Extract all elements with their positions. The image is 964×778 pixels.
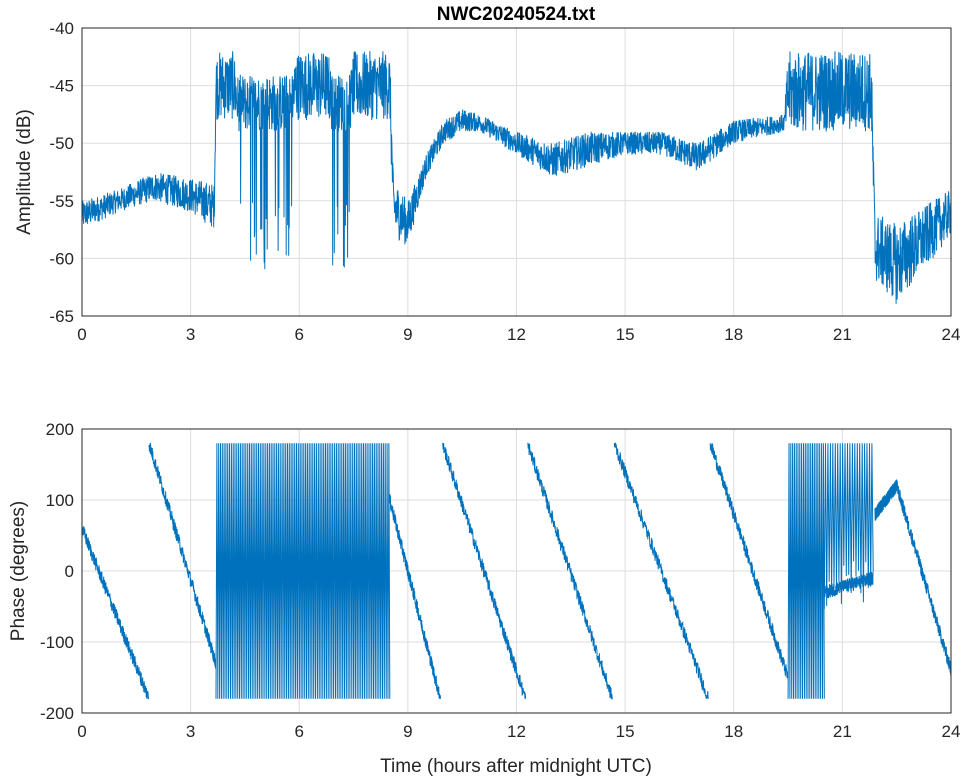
chart-title: NWC20240524.txt: [437, 4, 596, 25]
x-tick-label: 24: [942, 722, 961, 741]
phase-y-label: Phase (degrees): [8, 501, 29, 641]
axes-box: [81, 27, 952, 317]
x-tick-label: 0: [77, 325, 86, 344]
x-tick-label: 15: [616, 325, 635, 344]
amplitude-axes: 0 3 6 9 12 15 18 21 24 -40 -45 -50 -55 -60 -65: [49, 19, 960, 344]
x-tick-label: 24: [942, 325, 961, 344]
x-tick-label: 18: [724, 722, 743, 741]
x-tick-label: 12: [507, 325, 526, 344]
y-tick-label: -50: [49, 134, 74, 153]
axes-box: [81, 428, 952, 714]
y-tick-label: 100: [46, 491, 74, 510]
y-tick-label: -60: [49, 249, 74, 268]
y-tick-label: -100: [40, 633, 74, 652]
y-tick-label: 0: [65, 562, 74, 581]
y-tick-label: -55: [49, 192, 74, 211]
x-tick-label: 9: [403, 722, 412, 741]
phase-axes: 0 3 6 9 12 15 18 21 24 200 100 0 -100 -200: [40, 420, 960, 741]
amplitude-y-label: Amplitude (dB): [14, 109, 35, 235]
x-tick-label: 3: [186, 722, 195, 741]
x-tick-label: 6: [295, 325, 304, 344]
x-axis-label: Time (hours after midnight UTC): [380, 756, 652, 777]
x-tick-label: 3: [186, 325, 195, 344]
x-tick-label: 0: [77, 722, 86, 741]
x-tick-label: 6: [295, 722, 304, 741]
x-tick-label: 18: [724, 325, 743, 344]
y-tick-label: -40: [49, 19, 74, 38]
y-tick-label: -65: [49, 307, 74, 326]
x-tick-label: 15: [616, 722, 635, 741]
x-tick-label: 9: [403, 325, 412, 344]
y-tick-label: 200: [46, 420, 74, 439]
phase-series-line: [81, 442, 952, 701]
x-tick-label: 21: [833, 722, 852, 741]
x-tick-label: 21: [833, 325, 852, 344]
x-tick-label: 12: [507, 722, 526, 741]
y-tick-label: -45: [49, 77, 74, 96]
y-tick-label: -200: [40, 704, 74, 723]
amplitude-series-line: [81, 51, 952, 304]
